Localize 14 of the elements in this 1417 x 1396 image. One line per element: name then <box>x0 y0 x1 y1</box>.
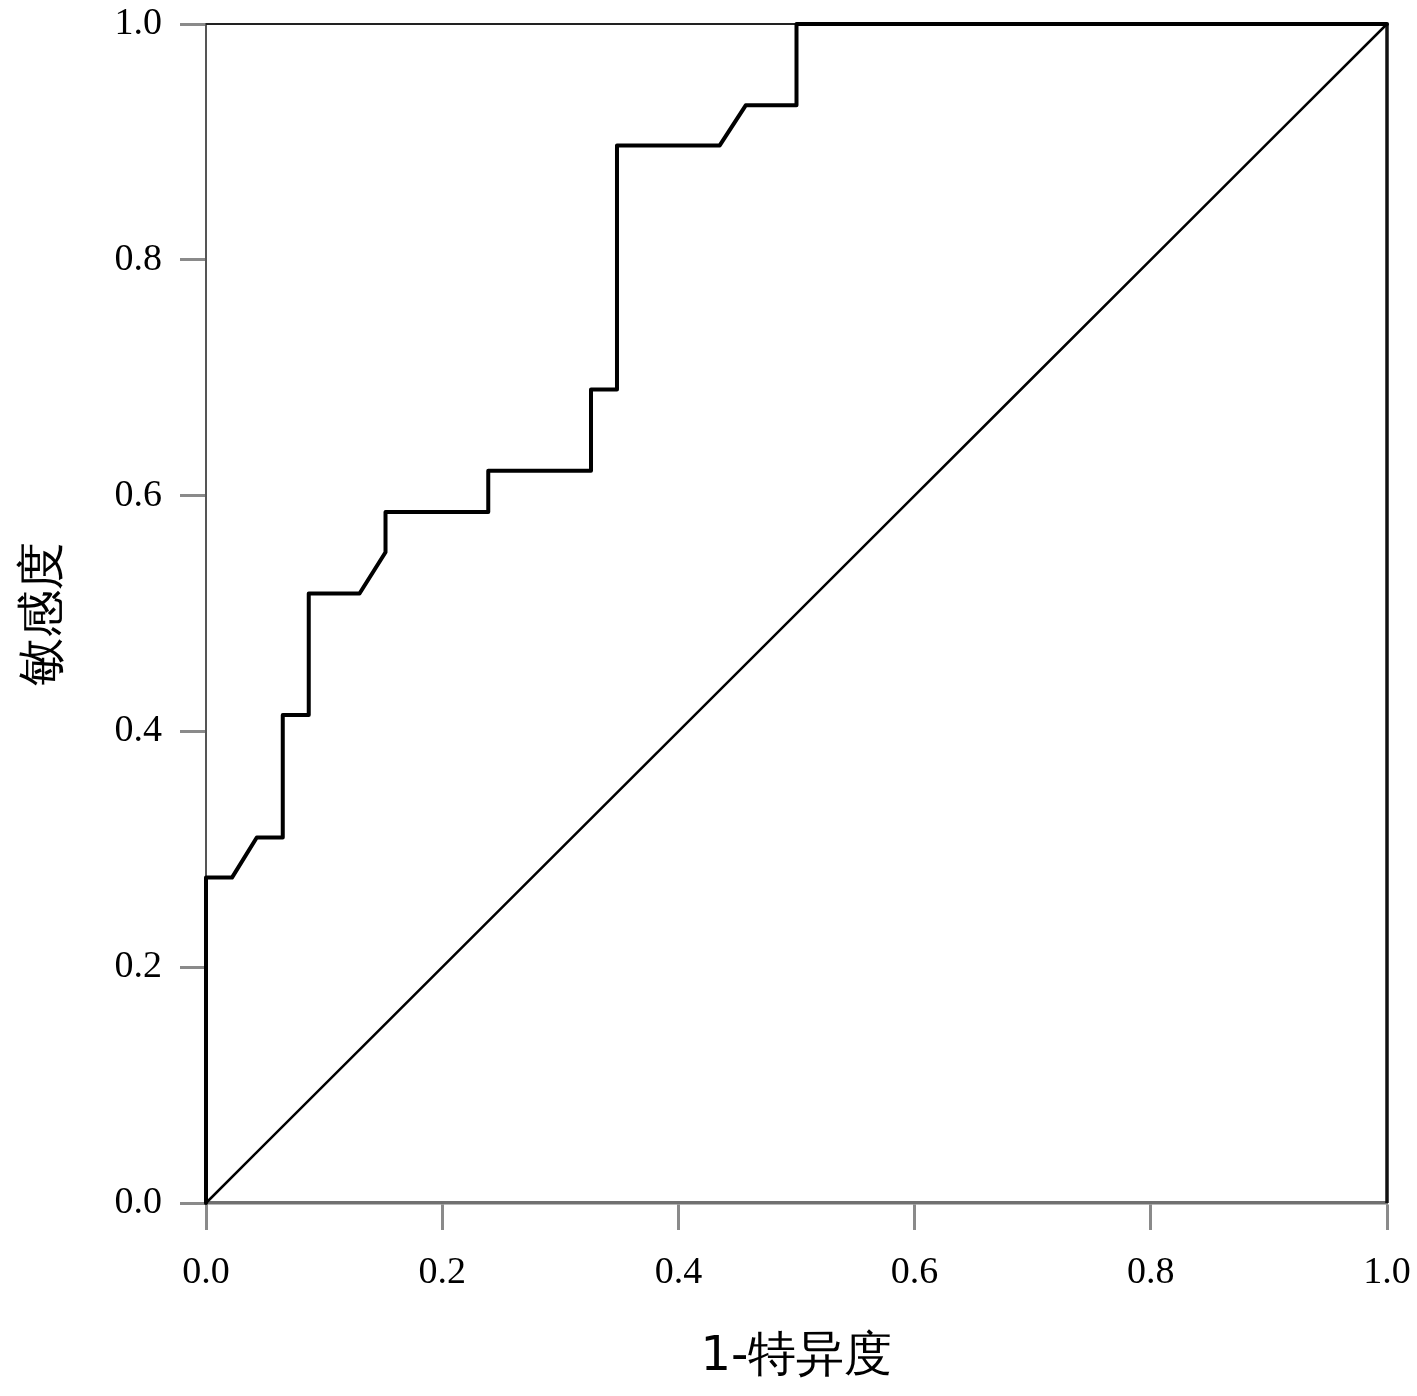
x-tick-label: 0.4 <box>654 1248 703 1291</box>
x-tick-label: 1.0 <box>1363 1248 1411 1291</box>
y-tick-label: 0.8 <box>114 235 162 278</box>
y-tick-label: 1.0 <box>114 0 162 42</box>
x-tick-label: 0.6 <box>890 1248 939 1291</box>
x-tick-label: 0.2 <box>418 1248 466 1291</box>
x-tick-label: 0.0 <box>182 1248 230 1291</box>
y-tick-label: 0.6 <box>114 471 162 514</box>
y-tick-label: 0.4 <box>114 707 162 750</box>
y-axis-title: 敏感度 <box>12 541 69 686</box>
x-axis-title: 1-特异度 <box>700 1324 893 1381</box>
x-tick-label: 0.8 <box>1127 1248 1175 1291</box>
y-tick-label: 0.0 <box>114 1178 162 1221</box>
y-tick-label: 0.2 <box>114 943 162 986</box>
